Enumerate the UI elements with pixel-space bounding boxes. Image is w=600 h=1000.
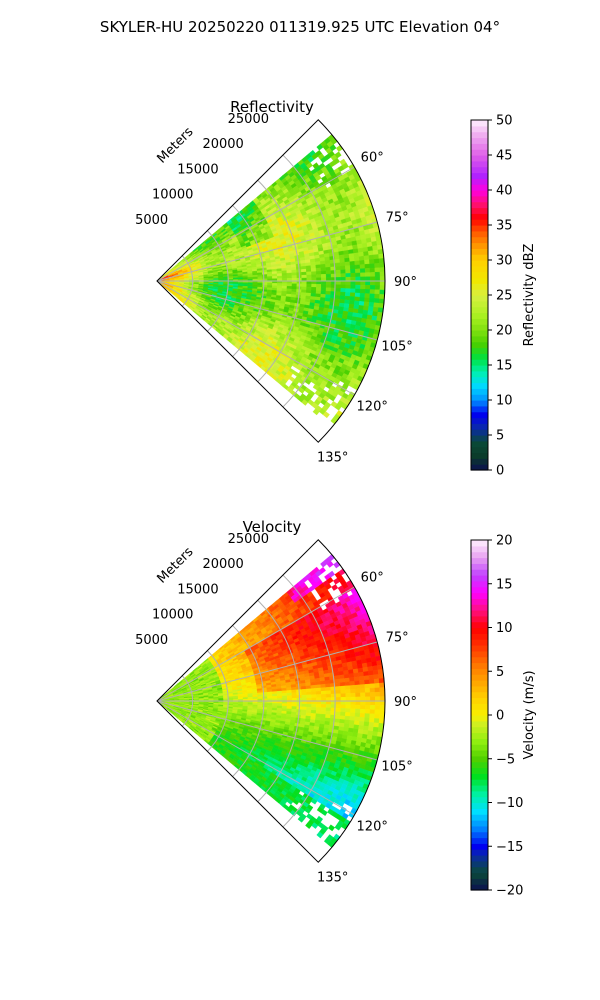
polar-grid [156,574,385,828]
colorbar-tick-label: −20 [496,884,523,899]
colorbar-tick-label: 50 [496,114,513,129]
colorbar-label: Reflectivity dBZ [522,244,537,347]
colorbar-tick-label: −15 [496,840,523,855]
theta-tick-label: 75° [386,211,409,226]
colorbar-tick-label: 20 [496,534,513,549]
colorbar-tick-label: 15 [496,577,513,592]
colorbar-tick-label: 25 [496,289,513,304]
theta-tick-label: 105° [381,759,412,774]
theta-tick-label: 105° [381,339,412,354]
colorbar: 0 5 10 15 20 25 30 35 40 45 50 Reflectivity dBZ [470,114,537,479]
theta-tick-label: 120° [357,399,388,414]
theta-tick-label: 60° [361,571,384,586]
polar-frame [156,119,386,443]
theta-tick-label: 90° [394,275,417,290]
theta-tick-label: 60° [361,151,384,166]
theta-tick-label: 75° [386,631,409,646]
radial-tick-label: 25000 [228,532,269,547]
colorbar-tick-label: 35 [496,219,513,234]
radar-field [158,134,386,425]
polar-frame [156,539,386,863]
radial-axis-label: Meters [155,124,197,166]
radial-tick-label: 15000 [177,162,218,177]
colorbar-tick-label: 15 [496,359,513,374]
colorbar-tick-label: −10 [496,796,523,811]
figure-title: SKYLER-HU 20250220 011319.925 UTC Elevat… [100,18,500,36]
radial-tick-label: 25000 [228,112,269,127]
colorbar-tick-label: 10 [496,621,513,636]
colorbar-tick-label: 40 [496,184,513,199]
radial-tick-label: 10000 [152,188,193,203]
radar-field [158,554,386,848]
theta-tick-label: 135° [317,451,348,466]
theta-tick-label: 120° [357,819,388,834]
colorbar-tick-label: 45 [496,149,513,164]
theta-tick-label: 90° [394,695,417,710]
colorbar-tick-label: 30 [496,254,513,269]
panel-title: Reflectivity [230,98,314,116]
colorbar-tick-label: 0 [496,709,504,724]
radial-tick-label: 20000 [202,137,243,152]
colorbar-tick-label: 0 [496,464,504,479]
radial-tick-label: 10000 [152,608,193,623]
theta-tick-label: 135° [317,871,348,886]
colorbar-label: Velocity (m/s) [522,670,537,759]
colorbar-tick-label: −5 [496,752,515,767]
colorbar-tick-label: 10 [496,394,513,409]
colorbar-tick-label: 5 [496,429,504,444]
panel-title: Velocity [243,518,302,536]
panel-reflectivity: Reflectivity 5000 10000 15000 20000 25000 Mete… [135,98,537,479]
colorbar-tick-label: 5 [496,665,504,680]
radial-tick-label: 5000 [135,633,168,648]
radar-panels: Reflectivity500010000150002000025000Mete… [135,98,537,899]
radial-tick-label: 20000 [202,557,243,572]
colorbar-tick-label: 20 [496,324,513,339]
radial-tick-label: 5000 [135,213,168,228]
radial-tick-label: 15000 [177,582,218,597]
colorbar: −20 −15 −10 −5 0 5 10 15 20 Velocity (m/s) [470,534,537,899]
polar-grid [156,154,385,408]
radial-axis-label: Meters [155,544,197,586]
panel-velocity: Velocity 5000 10000 15000 20000 25000 Meters 60… [135,518,537,899]
